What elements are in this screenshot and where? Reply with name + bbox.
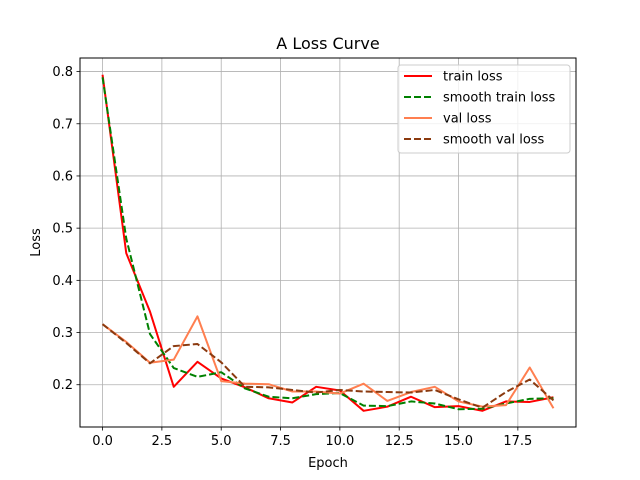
x-tick-label: 7.5: [270, 434, 291, 449]
legend-label-smooth-val-loss: smooth val loss: [443, 133, 545, 148]
y-tick-label: 0.5: [52, 222, 73, 237]
axis-ticks: 0.0 2.5 5.0 7.5 10.0 12.5 15.0 17.5 0.2 0.3 0.4 0.5…: [52, 65, 532, 449]
x-axis-label: Epoch: [308, 456, 348, 471]
y-axis-label: Loss: [29, 228, 44, 257]
legend-label-train-loss: train loss: [443, 70, 503, 85]
y-tick-label: 0.4: [52, 274, 73, 289]
x-tick-label: 12.5: [385, 434, 414, 449]
x-tick-label: 15.0: [444, 434, 473, 449]
x-tick-label: 10.0: [325, 434, 354, 449]
y-tick-label: 0.7: [52, 117, 73, 132]
x-tick-label: 2.5: [152, 434, 173, 449]
legend-box: [397, 64, 571, 154]
series-line-smooth-train-loss: [101, 77, 554, 411]
legend-label-val-loss: val loss: [443, 112, 492, 127]
x-tick-label: 0.0: [92, 434, 113, 449]
series-line-train-loss: [101, 74, 554, 412]
legend-label-smooth-train-loss: smooth train loss: [443, 91, 556, 106]
chart-title: A Loss Curve: [276, 34, 379, 53]
legend: train loss smooth train loss val loss smoot…: [397, 64, 571, 154]
series-lines: [101, 74, 555, 412]
y-tick-label: 0.8: [52, 65, 73, 80]
y-tick-label: 0.6: [52, 169, 73, 184]
plot-frame: [79, 57, 577, 428]
y-tick-label: 0.3: [52, 326, 73, 341]
x-tick-label: 5.0: [211, 434, 232, 449]
y-tick-label: 0.2: [52, 378, 73, 393]
x-tick-label: 17.5: [503, 434, 532, 449]
series-line-smooth-val-loss: [101, 323, 555, 409]
